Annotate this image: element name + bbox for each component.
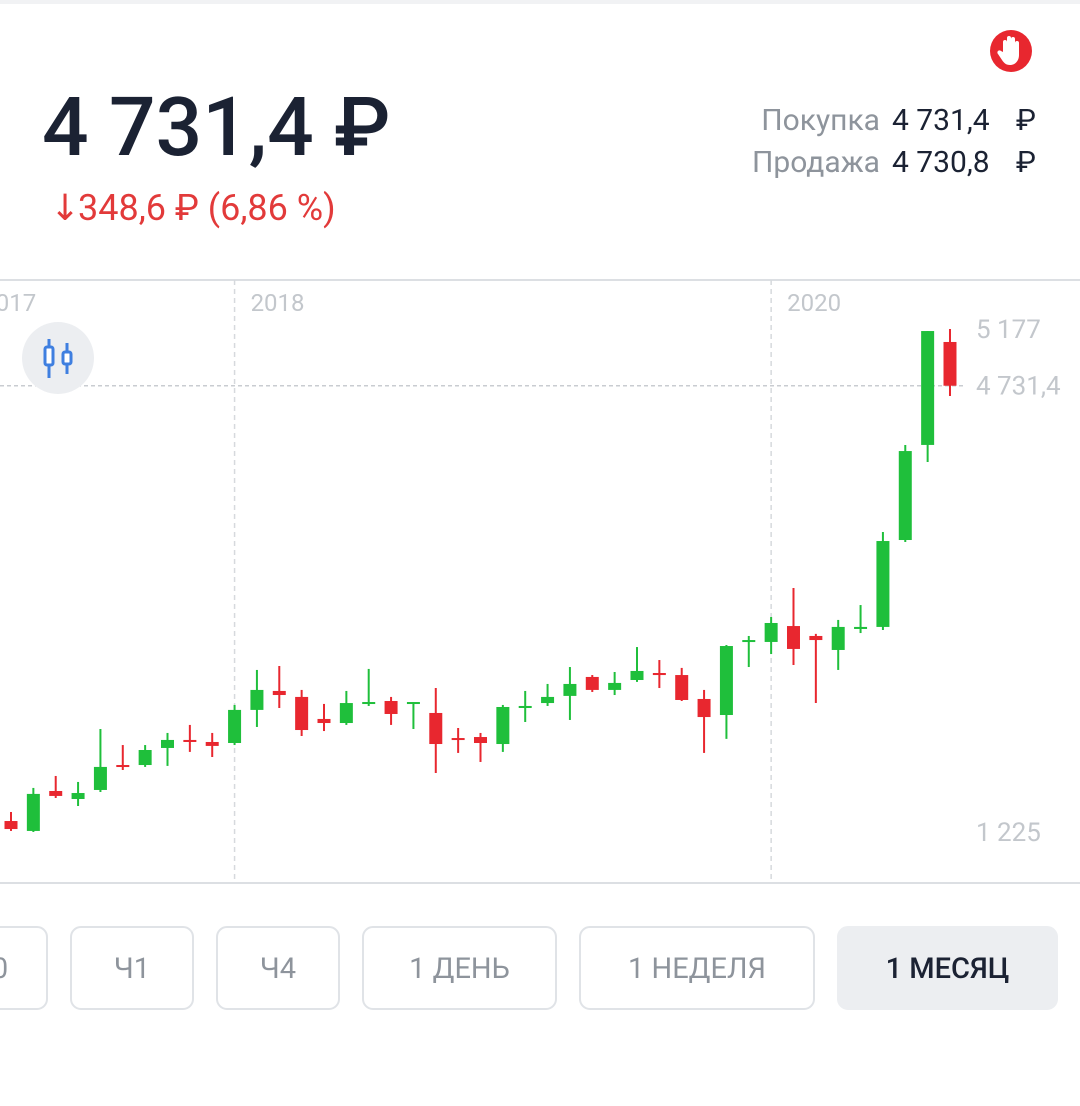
candle-body (630, 670, 644, 681)
candle-body (719, 646, 733, 716)
candle-body (876, 541, 890, 627)
top-shadow (0, 0, 1080, 4)
candle-body (652, 673, 666, 676)
timeframe-button[interactable] (0, 926, 48, 1010)
stop-icon[interactable] (990, 30, 1032, 72)
timeframe-button[interactable] (579, 926, 815, 1010)
candle-body (854, 626, 868, 629)
candle-body (608, 682, 622, 690)
chart-type-button[interactable] (22, 322, 94, 394)
sell-price: 4 730,8 (892, 145, 990, 180)
candle-body (71, 793, 85, 800)
candle-body (809, 635, 823, 641)
sell-currency: ₽ (1016, 145, 1036, 180)
candle-body (831, 626, 845, 650)
candle-body (585, 676, 599, 690)
buy-currency: ₽ (1016, 103, 1036, 138)
candle-body (272, 690, 286, 696)
hand (997, 36, 1019, 65)
chart: 2017 2018 2020 5 177 4 731,4 1 225 (0, 280, 1061, 883)
candle-body (943, 341, 957, 386)
price: 4 731,4 ₽ (42, 80, 390, 176)
change-arrow: ↓ (50, 187, 80, 229)
candle-body (921, 331, 935, 445)
candle-body (250, 689, 264, 710)
candle-body (160, 739, 174, 748)
icon-body (43, 345, 55, 367)
timeframe-button[interactable] (216, 926, 340, 1010)
timeframe-label: Ч4 (260, 952, 296, 986)
candle-body (205, 741, 219, 746)
candle-body (697, 698, 711, 718)
candle-body (451, 738, 465, 741)
chart-type-bg (22, 322, 94, 394)
candle-body (898, 451, 912, 541)
x-tick-label: 2020 (787, 289, 841, 317)
candle-body (406, 702, 420, 705)
candle-body (26, 793, 40, 831)
candle-body (384, 701, 398, 714)
timeframe-button[interactable] (362, 926, 557, 1010)
timeframes: 0 Ч1 Ч4 1 ДЕНЬ 1 НЕДЕЛЯ 1 МЕСЯЦ (0, 926, 1058, 1010)
timeframe-button[interactable] (70, 926, 194, 1010)
timeframe-label: 1 ДЕНЬ (409, 952, 510, 986)
candle-body (429, 712, 443, 745)
candle-body (675, 675, 689, 700)
icon-body (61, 350, 73, 366)
timeframe-label: Ч1 (114, 952, 150, 986)
x-tick-label: 2017 (0, 289, 36, 317)
timeframe-label: 0 (0, 952, 8, 986)
candle-body (764, 622, 778, 642)
buy-label: Покупка (761, 103, 880, 138)
candle-body (138, 750, 152, 766)
y-tick-label: 4 731,4 (976, 372, 1061, 402)
candle-body (317, 718, 331, 724)
candle-body (496, 706, 510, 745)
candle-body (786, 626, 800, 649)
candle-body (339, 703, 353, 724)
candle-body (742, 640, 756, 643)
candle-body (93, 766, 107, 790)
candle-body (473, 737, 487, 744)
candle-body (362, 702, 376, 705)
candle-body (563, 683, 577, 696)
candle-body (228, 709, 242, 744)
x-tick-label: 2018 (251, 289, 305, 317)
y-tick-label: 1 225 (976, 818, 1041, 848)
candle-body (295, 696, 309, 731)
timeframe-label: 1 МЕСЯЦ (886, 952, 1010, 986)
candle-body (541, 696, 555, 704)
timeframe-label: 1 НЕДЕЛЯ (628, 952, 766, 986)
candle-body (518, 705, 532, 709)
candle-body (183, 739, 197, 742)
candle-body (4, 821, 18, 830)
buy-price: 4 731,4 (892, 103, 990, 138)
sell-label: Продажа (752, 145, 880, 180)
candle-body (49, 790, 63, 796)
change: 348,6 ₽ (6,86 %) (78, 187, 336, 229)
y-tick-label: 5 177 (976, 315, 1041, 345)
candle-body (116, 765, 130, 768)
timeframe-button[interactable] (837, 926, 1058, 1010)
